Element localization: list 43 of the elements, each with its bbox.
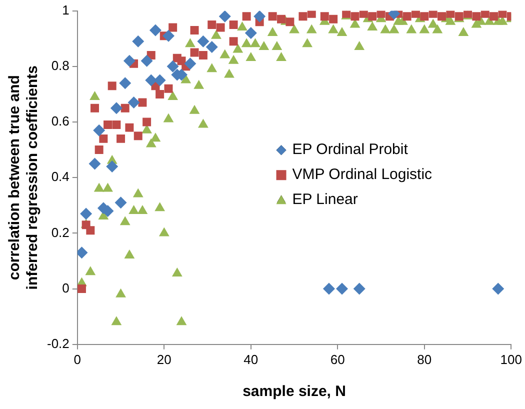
x-axis-title: sample size, N bbox=[242, 383, 346, 400]
y-axis-title: correlation between true and inferred regression coefficients bbox=[6, 65, 42, 290]
point bbox=[123, 54, 136, 67]
x-tick-label: 20 bbox=[156, 352, 172, 367]
legend-label: EP Linear bbox=[292, 191, 358, 208]
y-tick-label: 0.6 bbox=[51, 114, 70, 129]
point bbox=[110, 102, 122, 114]
point bbox=[106, 160, 118, 172]
point bbox=[322, 282, 335, 295]
point bbox=[162, 30, 174, 42]
point bbox=[254, 10, 266, 22]
point bbox=[93, 124, 106, 136]
point bbox=[336, 282, 348, 295]
x-tick-label: 100 bbox=[500, 352, 522, 367]
point bbox=[149, 24, 162, 36]
point bbox=[77, 246, 88, 259]
legend-label: EP Ordinal Probit bbox=[292, 141, 409, 158]
point bbox=[140, 54, 153, 67]
point bbox=[166, 60, 179, 72]
point bbox=[128, 96, 140, 109]
point bbox=[88, 158, 101, 170]
point bbox=[119, 77, 132, 90]
legend-label: VMP Ordinal Logistic bbox=[292, 166, 433, 184]
x-tick-label: 40 bbox=[244, 352, 258, 367]
point bbox=[80, 208, 92, 220]
point bbox=[132, 35, 144, 48]
point bbox=[218, 10, 231, 22]
x-tick-label: 80 bbox=[417, 352, 432, 367]
y-tick-label: 0.4 bbox=[51, 169, 70, 184]
y-tick-label: -0.2 bbox=[46, 336, 70, 351]
x-tick-label: 60 bbox=[330, 352, 345, 367]
y-tick-label: 0.2 bbox=[51, 224, 70, 240]
y-tick-label: 0.8 bbox=[51, 58, 70, 73]
y-tick-label: 1 bbox=[62, 2, 70, 18]
point bbox=[492, 282, 504, 295]
point bbox=[114, 196, 127, 209]
y-tick-label: 0 bbox=[62, 280, 70, 296]
point bbox=[197, 35, 210, 48]
point bbox=[353, 282, 366, 295]
point bbox=[206, 40, 218, 53]
point bbox=[184, 58, 196, 70]
point bbox=[244, 27, 257, 40]
x-tick-label: 0 bbox=[74, 352, 82, 367]
